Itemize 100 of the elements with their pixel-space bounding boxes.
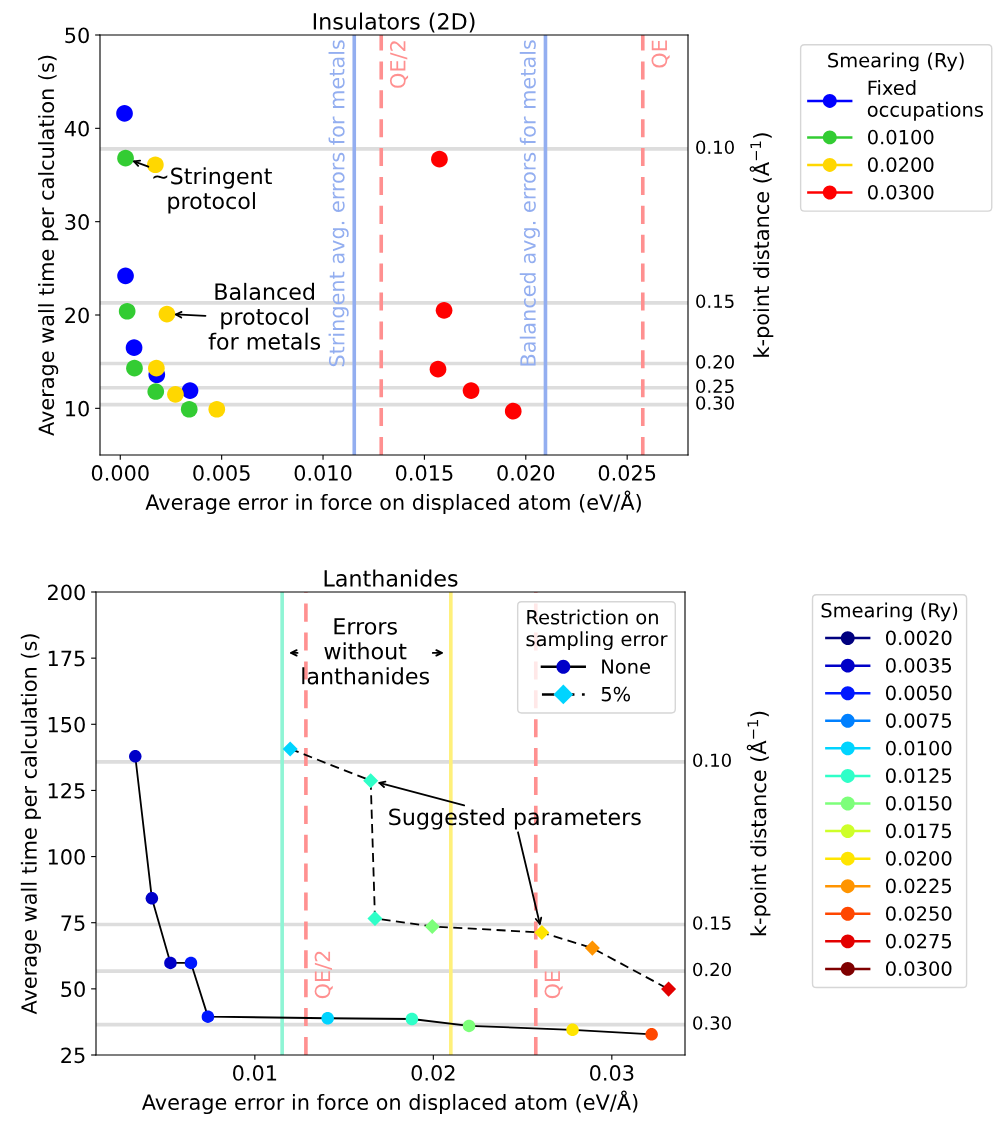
legend-label: 0.0050 <box>885 685 952 701</box>
text: 0.30 <box>696 396 734 410</box>
legend-label: 0.0300 <box>868 184 934 200</box>
point <box>566 1023 579 1037</box>
ref-line-label: QE <box>544 971 563 999</box>
point <box>148 359 165 377</box>
point <box>126 359 143 377</box>
x-axis-title: Average error in force on displaced atom (eV/Å) <box>145 490 641 515</box>
legend-label: 0.0125 <box>885 768 952 784</box>
text: 0.10 <box>696 140 734 155</box>
y-tick-label: 30 <box>65 214 89 230</box>
legend-label: 0.0200 <box>885 851 952 866</box>
x-tick-label: 0.015 <box>395 465 453 481</box>
point <box>462 1019 476 1033</box>
y-tick-label: 75 <box>61 915 85 931</box>
point <box>158 305 176 323</box>
text: Restriction on sampling error <box>526 609 668 651</box>
annotation: Suggested parameters <box>389 808 641 830</box>
point <box>145 892 159 905</box>
point <box>125 339 143 356</box>
point <box>184 956 198 970</box>
y2-axis-title: k-point distance (Å$^{−1}$) <box>749 133 774 357</box>
legend-label: 0.0275 <box>885 933 952 949</box>
y-tick-label: 20 <box>65 307 89 324</box>
chart-title: Insulators (2D) <box>313 12 475 33</box>
legend-label: 0.0075 <box>885 713 952 728</box>
annotation: ∼Stringent protocol <box>153 167 272 214</box>
x-tick-label: 0.000 <box>91 465 149 481</box>
legend-label: 0.0300 <box>885 961 952 976</box>
legend-label: 0.0020 <box>885 630 952 646</box>
y-tick-label: 200 <box>48 584 85 601</box>
legend-title: Smearing (Ry) <box>828 52 964 72</box>
point <box>431 150 448 168</box>
text: 0.20 <box>696 355 734 369</box>
point <box>129 750 142 763</box>
text: 0.30 <box>693 1016 731 1030</box>
y-tick-label: 40 <box>64 120 89 137</box>
legend-label: 0.0100 <box>885 740 952 756</box>
point <box>321 1011 334 1025</box>
text: 0.15 <box>696 294 734 309</box>
point <box>181 382 199 399</box>
x-tick-label: 0.020 <box>497 465 555 481</box>
y-axis-title: Average wall time per calculation (s) <box>38 55 59 436</box>
ref-line-label: QE/2 <box>389 41 409 88</box>
legend-label: 0.0250 <box>885 906 952 921</box>
point <box>363 773 379 789</box>
legend-label: 0.0100 <box>868 129 934 145</box>
point <box>645 1028 658 1041</box>
point <box>462 382 480 399</box>
annotation: Errors without lanthanides <box>302 618 430 685</box>
x-tick-label: 0.025 <box>598 465 656 481</box>
point <box>164 956 177 970</box>
point <box>118 302 136 320</box>
point <box>282 741 298 757</box>
y-tick-label: 10 <box>66 400 89 417</box>
legend-label: 0.0200 <box>868 157 934 173</box>
legend-label: 0.0225 <box>885 878 952 894</box>
annotation: Balanced protocol for metals <box>208 282 321 350</box>
legend-label: 0.0035 <box>885 658 952 673</box>
text: 0.20 <box>693 962 731 977</box>
point <box>208 400 226 418</box>
ref-line-label: QE <box>651 40 670 68</box>
point <box>167 386 184 403</box>
y-tick-label: 125 <box>48 782 85 799</box>
point <box>661 981 677 997</box>
point <box>424 918 440 934</box>
point <box>117 149 134 167</box>
x-tick-label: 0.01 <box>233 1065 277 1081</box>
y-tick-label: 150 <box>48 716 85 733</box>
ref-line-label: QE/2 <box>314 951 333 999</box>
legend-label: None <box>602 659 650 674</box>
y-tick-label: 175 <box>48 650 85 667</box>
y-tick-label: 25 <box>61 1047 85 1064</box>
point <box>367 910 383 926</box>
point <box>584 940 600 956</box>
y2-axis-title: k-point distance (Å$^{−1}$) <box>746 711 771 936</box>
point <box>180 400 198 418</box>
chart-title: Lanthanides <box>324 569 458 587</box>
point <box>435 302 453 319</box>
y-tick-label: 50 <box>61 981 85 998</box>
text: 0.10 <box>693 753 731 768</box>
legend-label: 0.0175 <box>885 823 952 839</box>
point <box>147 383 165 400</box>
point <box>201 1010 215 1023</box>
y-axis-title: Average wall time per calculation (s) <box>20 634 41 1015</box>
text: 0.25 <box>696 379 734 394</box>
point <box>429 360 447 378</box>
point <box>504 402 522 420</box>
x-tick-label: 0.005 <box>193 465 250 481</box>
x-tick-label: 0.03 <box>590 1065 634 1081</box>
text: Smearing (Ry) <box>821 602 958 622</box>
y-tick-label: 50 <box>65 27 89 44</box>
point <box>116 105 133 122</box>
x-axis-title: Average error in force on displaced atom (eV/Å) <box>141 1090 638 1115</box>
legend-label: 5% <box>601 686 631 702</box>
point <box>117 267 134 285</box>
legend-label: Fixed occupations <box>867 80 984 121</box>
legend-label: 0.0150 <box>885 795 952 811</box>
ref-line-label: Stringent avg. errors for metals <box>328 40 349 367</box>
x-tick-label: 0.010 <box>294 465 352 481</box>
